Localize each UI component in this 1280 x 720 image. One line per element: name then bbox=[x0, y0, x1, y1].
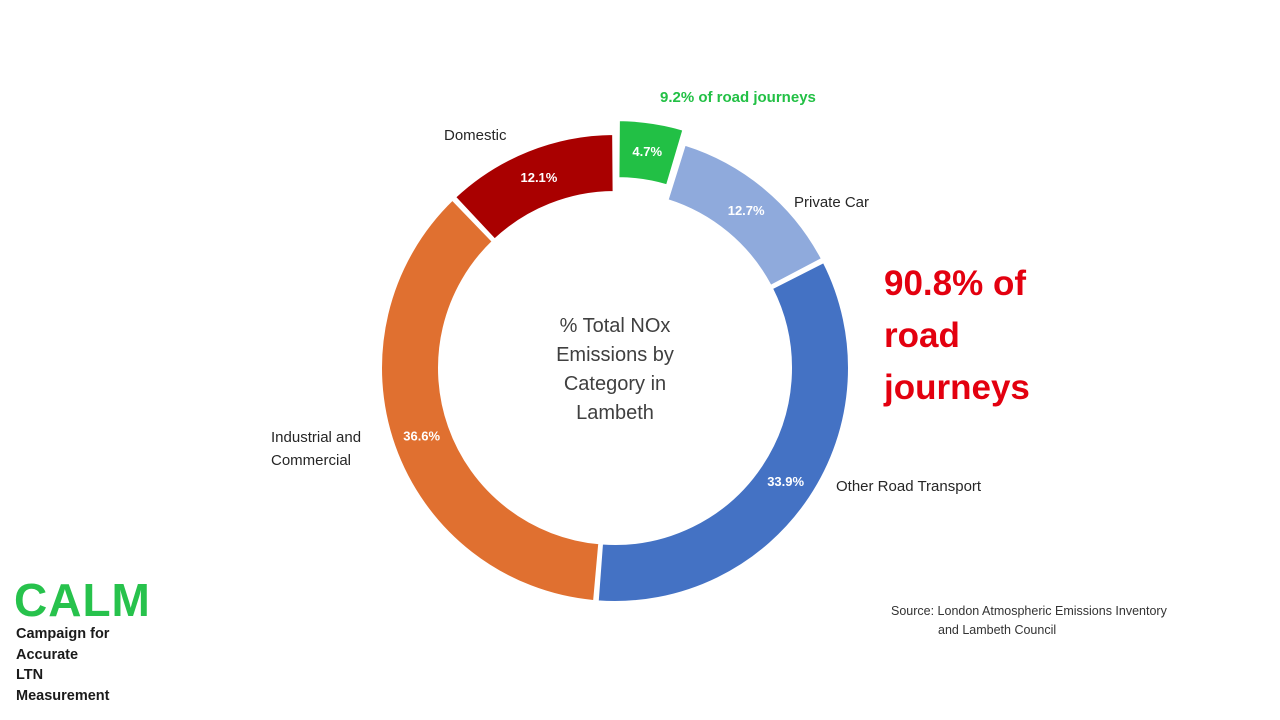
logo-subtitle-line: Campaign for bbox=[16, 626, 110, 642]
logo-subtitle-line: Measurement bbox=[16, 687, 110, 704]
category-label-other-road-transport: Other Road Transport bbox=[836, 478, 982, 495]
road-journeys-note-green: 9.2% of road journeys bbox=[660, 89, 816, 106]
donut-slice-road-green-segment bbox=[617, 119, 685, 187]
source-line: Source: London Atmospheric Emissions Inv… bbox=[891, 604, 1167, 618]
red-note-line: 90.8% of bbox=[884, 264, 1026, 303]
red-note-line: road bbox=[884, 316, 960, 355]
donut-slice-industrial-and-commercial bbox=[380, 198, 601, 603]
category-label-line: Commercial bbox=[271, 452, 352, 469]
logo-subtitle-line: Accurate bbox=[16, 646, 79, 663]
calm-logo-subtitle: Campaign for Accurate LTN Measurement bbox=[16, 624, 109, 706]
center-title-line: % Total NOx bbox=[559, 315, 671, 337]
donut-slice-domestic bbox=[453, 132, 615, 241]
slice-value-label: 4.7% bbox=[632, 144, 662, 159]
category-label-domestic: Domestic bbox=[444, 127, 507, 144]
donut-slice-other-road-transport bbox=[596, 260, 850, 603]
source-note: Source: London Atmospheric Emissions Inv… bbox=[891, 602, 1167, 640]
category-label-line: Industrial and bbox=[271, 429, 362, 446]
center-title-line: Emissions by bbox=[556, 344, 674, 366]
road-journeys-note-red: 90.8% of road journeys bbox=[884, 258, 1030, 414]
calm-logo: CALM bbox=[14, 574, 151, 626]
chart-center-title: % Total NOx Emissions by Category in Lam… bbox=[535, 312, 695, 428]
slice-value-label: 12.1% bbox=[520, 170, 557, 185]
source-line: and Lambeth Council bbox=[938, 623, 1057, 637]
category-label-private-car: Private Car bbox=[794, 194, 870, 211]
donut-slice-private-car bbox=[666, 143, 824, 288]
slice-value-label: 33.9% bbox=[767, 474, 804, 489]
slice-value-label: 36.6% bbox=[403, 429, 440, 444]
center-title-line: Category in bbox=[563, 373, 667, 395]
center-title-line: Lambeth bbox=[576, 402, 654, 424]
logo-subtitle-line: LTN bbox=[16, 667, 44, 683]
slice-value-label: 12.7% bbox=[728, 203, 765, 218]
category-label-industrial-commercial: Industrial and Commercial bbox=[271, 426, 361, 472]
red-note-line: journeys bbox=[884, 368, 1030, 407]
